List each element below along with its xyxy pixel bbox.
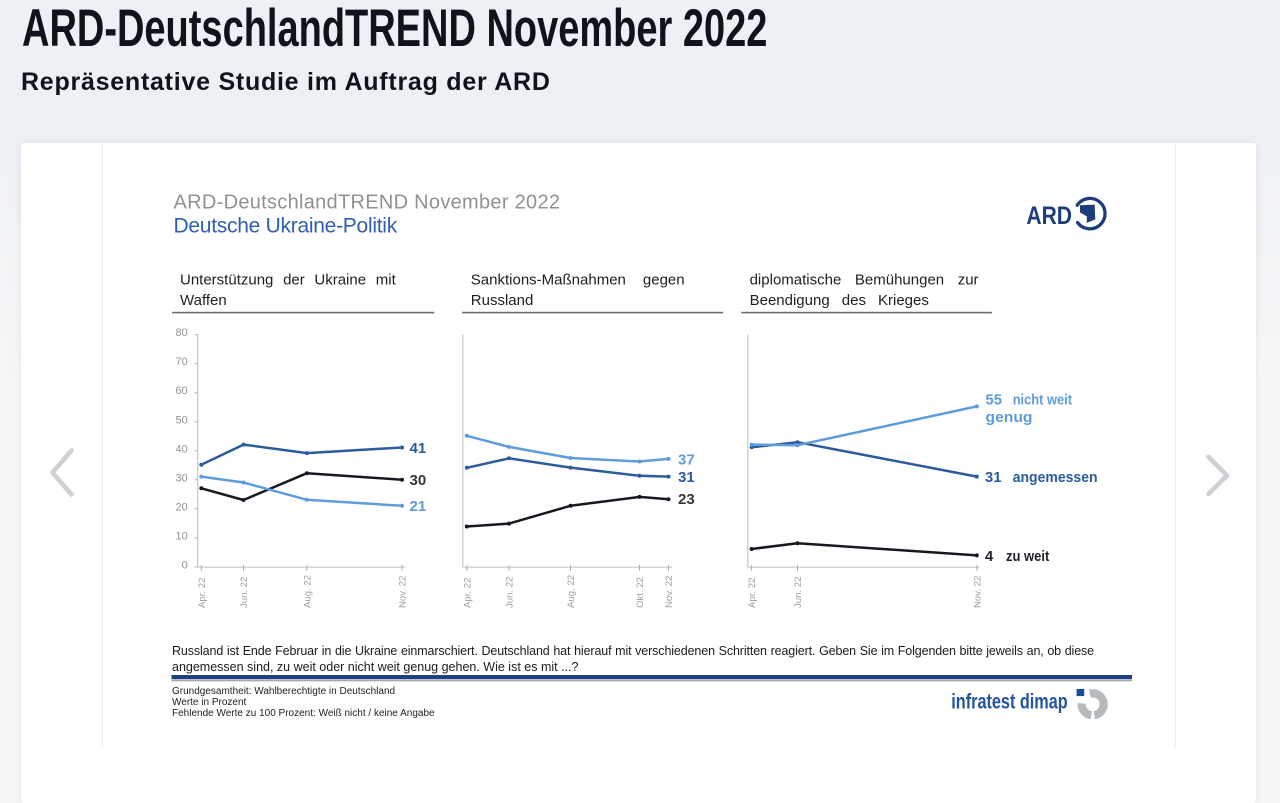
svg-text:41: 41: [410, 440, 427, 457]
svg-text:0: 0: [182, 559, 188, 571]
svg-text:diplomatische: diplomatische: [750, 272, 842, 289]
svg-text:23: 23: [678, 491, 695, 508]
svg-text:4zu weit: 4 zu weit: [985, 548, 1049, 565]
svg-text:Waffen: Waffen: [180, 292, 227, 309]
svg-text:ARD-DeutschlandTREND November: ARD-DeutschlandTREND November 2022: [174, 192, 561, 214]
svg-text:der: der: [283, 272, 305, 289]
svg-text:31: 31: [678, 469, 695, 486]
svg-text:Jun. 22: Jun. 22: [505, 577, 516, 608]
svg-text:21: 21: [410, 498, 427, 515]
svg-text:Nov. 22: Nov. 22: [398, 576, 409, 608]
svg-text:Jun. 22: Jun. 22: [793, 577, 804, 608]
svg-text:zur: zur: [958, 272, 979, 289]
svg-text:Deutsche Ukraine-Politik: Deutsche Ukraine-Politik: [174, 215, 398, 238]
svg-text:des: des: [842, 292, 866, 309]
svg-text:Beendigung: Beendigung: [750, 292, 830, 309]
svg-text:Apr. 22: Apr. 22: [747, 578, 758, 608]
svg-text:80: 80: [176, 327, 188, 339]
svg-text:infratest dimap: infratest dimap: [951, 691, 1067, 714]
svg-text:Aug. 22: Aug. 22: [566, 575, 577, 608]
svg-text:Sanktions-Maßnahmen: Sanktions-Maßnahmen: [471, 272, 626, 289]
svg-text:37: 37: [678, 452, 695, 469]
svg-text:gegen: gegen: [643, 272, 685, 289]
svg-text:Nov. 22: Nov. 22: [664, 576, 675, 608]
svg-text:Krieges: Krieges: [878, 292, 929, 309]
svg-text:Okt. 22: Okt. 22: [635, 577, 646, 608]
svg-text:30: 30: [176, 472, 188, 484]
svg-text:Unterstützung: Unterstützung: [180, 272, 273, 289]
svg-text:30: 30: [410, 472, 427, 489]
svg-text:50: 50: [176, 414, 188, 426]
svg-text:mit: mit: [376, 272, 397, 289]
svg-text:20: 20: [176, 501, 188, 513]
svg-text:40: 40: [176, 443, 188, 455]
svg-text:Apr. 22: Apr. 22: [462, 578, 473, 608]
svg-text:Apr. 22: Apr. 22: [197, 578, 208, 608]
svg-text:Jun. 22: Jun. 22: [239, 577, 250, 608]
svg-text:Aug. 22: Aug. 22: [302, 575, 313, 608]
svg-text:10: 10: [176, 530, 188, 542]
svg-text:Bemühungen: Bemühungen: [855, 272, 944, 289]
svg-text:ARD: ARD: [1026, 202, 1072, 230]
svg-text:Nov. 22: Nov. 22: [972, 576, 983, 608]
svg-text:Ukraine: Ukraine: [314, 272, 366, 289]
svg-text:Russland: Russland: [471, 292, 534, 309]
svg-text:60: 60: [176, 385, 188, 397]
svg-text:70: 70: [176, 356, 188, 368]
